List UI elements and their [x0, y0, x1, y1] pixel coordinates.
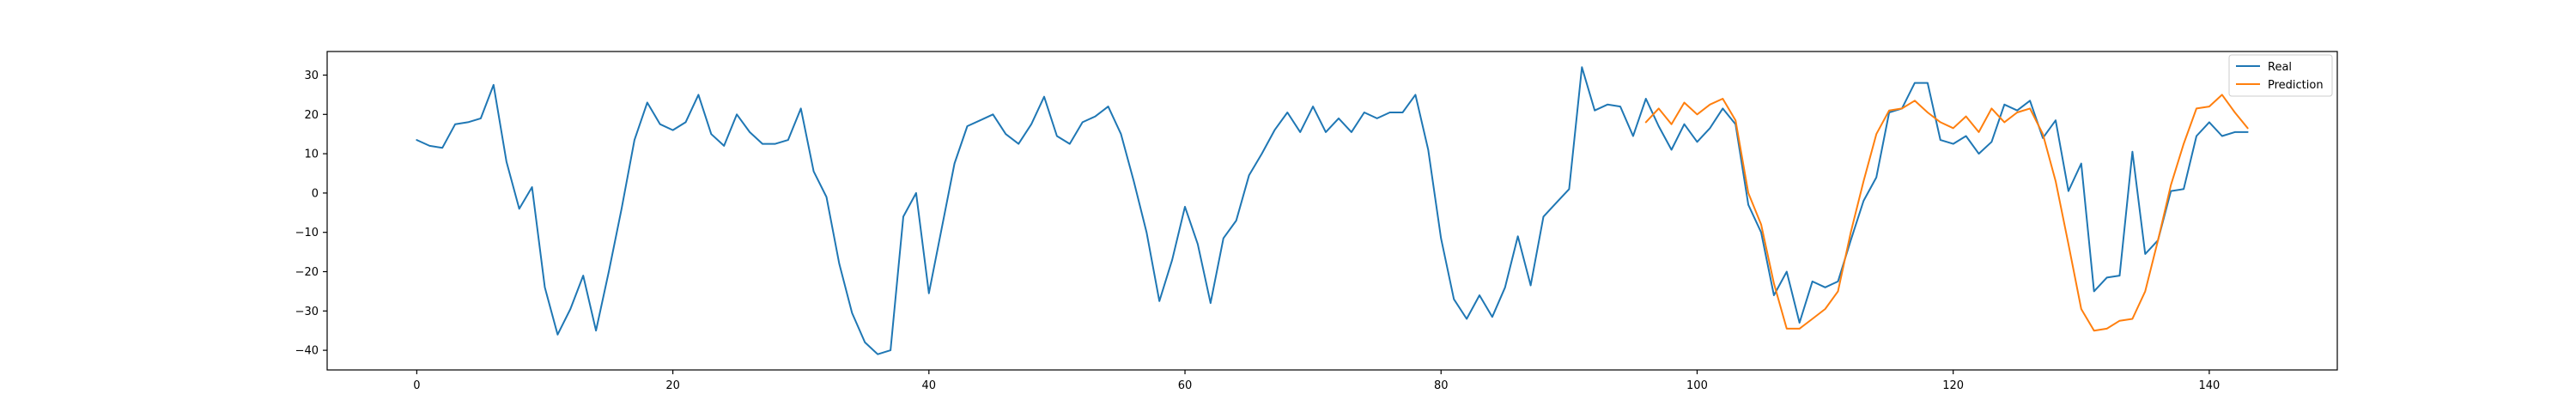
- y-axis: −40 −30 −20 −10 0 10 20 30: [295, 70, 327, 358]
- y-tick-label: 30: [304, 70, 319, 82]
- y-tick-label: 20: [304, 109, 319, 122]
- x-tick-label: 80: [1434, 379, 1449, 392]
- series-line-prediction: [1644, 94, 2249, 332]
- x-tick-label: 120: [1942, 379, 1964, 392]
- x-tick-label: 60: [1178, 379, 1193, 392]
- legend: Real Prediction: [2228, 54, 2333, 97]
- y-tick-label: −30: [295, 306, 319, 318]
- y-tick-label: −10: [295, 227, 319, 239]
- legend-label-real: Real: [2268, 61, 2292, 74]
- y-tick-label: 0: [312, 187, 319, 200]
- x-tick-label: 20: [665, 379, 680, 392]
- y-tick-label: −40: [295, 345, 319, 358]
- y-tick-label: −20: [295, 266, 319, 279]
- x-axis: 0 20 40 60 80 100 120 140: [413, 370, 2220, 392]
- plot-frame: [326, 51, 2338, 371]
- x-tick-label: 40: [922, 379, 937, 392]
- x-tick-label: 140: [2198, 379, 2220, 392]
- plot-lines: [416, 66, 2249, 355]
- x-tick-label: 0: [413, 379, 420, 392]
- y-tick-label: 10: [304, 148, 319, 161]
- series-line-real: [416, 66, 2249, 355]
- legend-label-prediction: Prediction: [2268, 79, 2324, 92]
- x-tick-label: 100: [1686, 379, 1708, 392]
